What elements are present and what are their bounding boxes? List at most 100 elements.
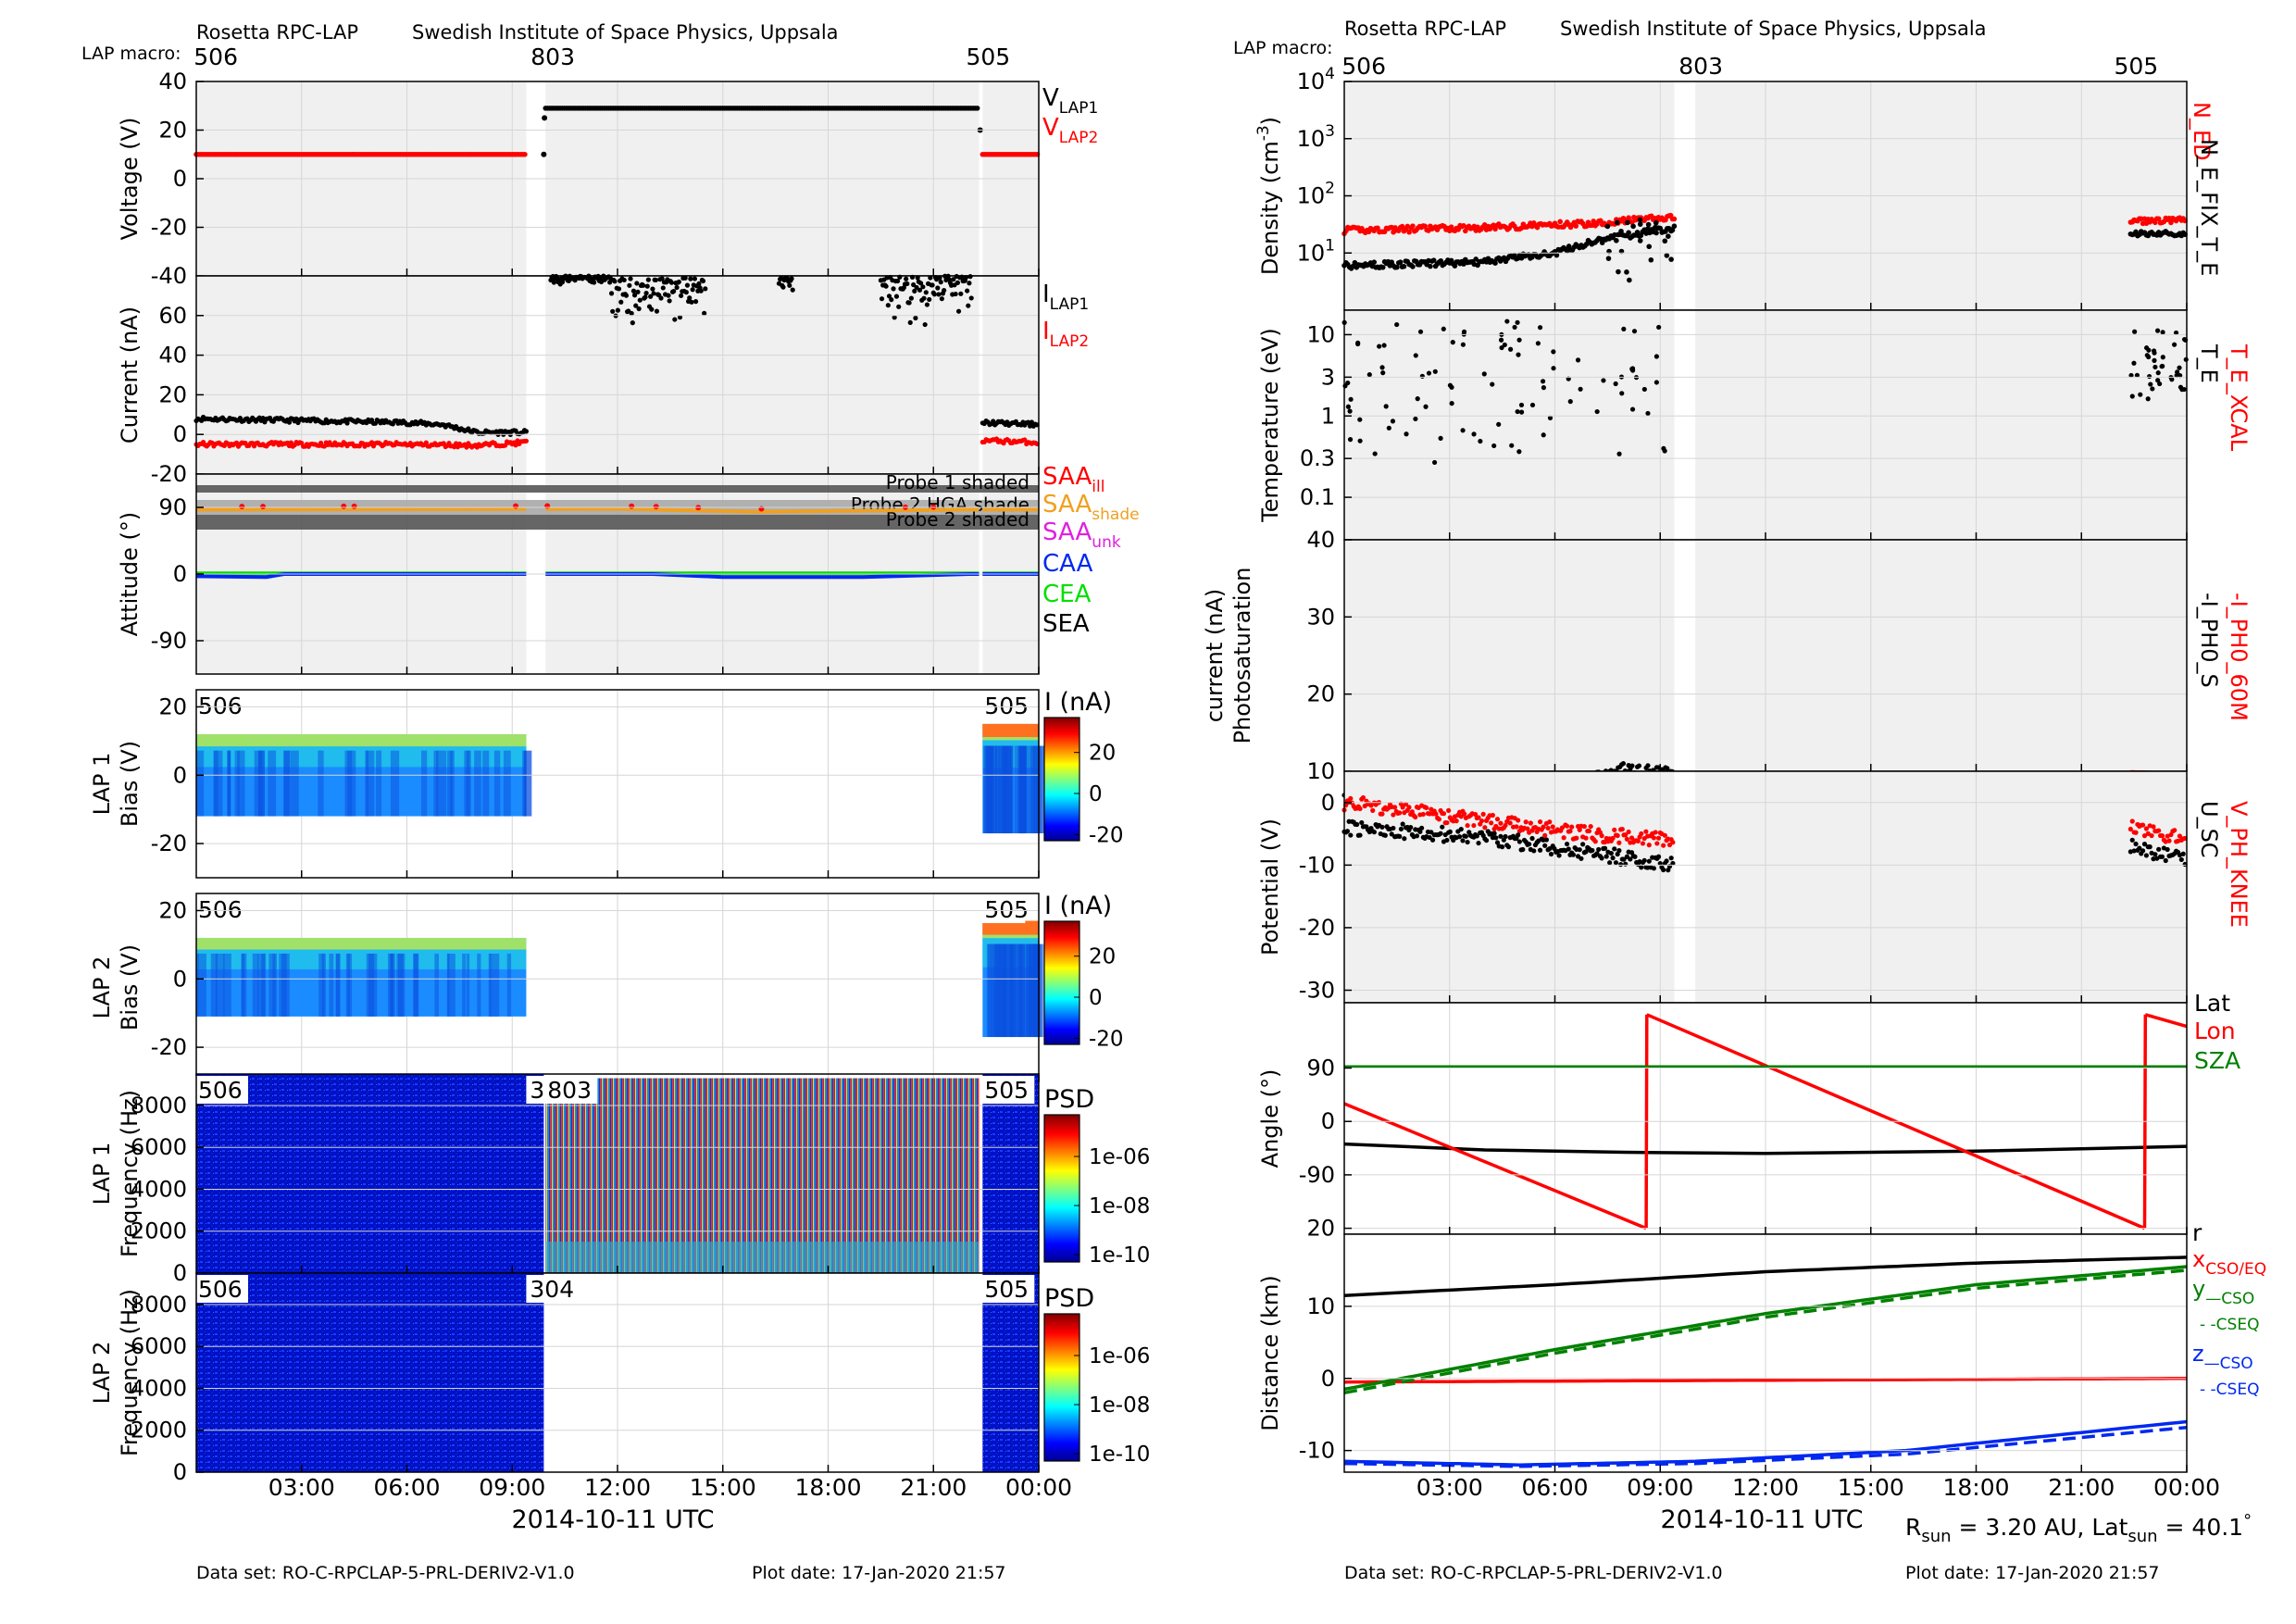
legend-name: SEA: [1042, 610, 1090, 638]
potential-point: [2141, 842, 2148, 847]
heatmap-cell: [223, 953, 231, 1017]
potential-point: [2143, 826, 2149, 831]
potential-point: [1370, 807, 1376, 813]
legend-entry: SAAunk: [1042, 518, 1121, 552]
legend-name: -I_PH0_60M: [2226, 593, 2252, 721]
legend-sub: LAP1: [1050, 295, 1090, 314]
x-tick-label: 09:00: [479, 1474, 545, 1501]
current-point: [659, 276, 665, 281]
heatmap-cell: [335, 953, 341, 1017]
potential-point: [1471, 822, 1477, 829]
legend-entry: N_E_FIX_T_E: [2196, 139, 2222, 276]
temperature-point: [1490, 381, 1495, 387]
temperature-point: [2132, 329, 2138, 334]
potential-point: [1525, 826, 1530, 831]
temperature-point: [1551, 349, 1556, 355]
density-point: [1438, 257, 1444, 264]
current-point: [939, 296, 944, 302]
block-label: 3: [530, 1077, 544, 1104]
legend-entry: VLAP1: [1042, 84, 1098, 118]
potential-point: [1529, 835, 1535, 842]
density-point: [1406, 229, 1412, 235]
legend-entry: T_E_XCAL: [2226, 344, 2252, 452]
potential-point: [1483, 838, 1490, 843]
heatmap-cell: [213, 750, 218, 817]
potential-point: [1397, 810, 1403, 816]
current-point: [643, 294, 648, 300]
density-point: [1375, 225, 1380, 231]
current-point: [633, 303, 639, 308]
potential-point: [1507, 820, 1513, 826]
heatmap-cell: [982, 1273, 1039, 1472]
potential-point: [1479, 818, 1485, 824]
heatmap-cell: [999, 745, 1004, 834]
current-point: [684, 282, 691, 288]
heatmap-cell: [227, 750, 231, 817]
potential-point: [1494, 840, 1501, 845]
potential-point: [2163, 857, 2168, 864]
potential-point: [1392, 805, 1398, 810]
legend-name: T_E_XCAL: [2226, 344, 2252, 452]
potential-point: [1577, 827, 1582, 832]
current-point: [607, 280, 613, 285]
potential-point: [1616, 848, 1622, 854]
x-tick-label: 06:00: [373, 1474, 440, 1501]
y-tick-label: 10: [1306, 321, 1335, 347]
y-tick-label: 0: [1321, 1108, 1335, 1134]
temperature-point: [1481, 371, 1487, 377]
potential-point: [1615, 851, 1620, 857]
macro-label: 803: [530, 44, 575, 70]
data-coverage-bg: [1695, 310, 2187, 540]
potential-point: [1348, 795, 1354, 802]
potential-point: [2156, 828, 2162, 833]
heatmap-cell: [982, 920, 1039, 935]
y-tick-label: 10: [1306, 758, 1335, 784]
current-point: [608, 291, 615, 296]
potential-point: [1617, 862, 1624, 868]
y-tick-label: 20: [158, 693, 187, 719]
legend-name: -I_PH0_S: [2196, 593, 2222, 688]
current-point: [886, 294, 892, 299]
y-tick-label: 104: [1297, 65, 1335, 94]
macro-label: 506: [193, 44, 238, 70]
potential-point: [1429, 837, 1436, 843]
density-point: [1401, 263, 1407, 269]
potential-point: [1498, 820, 1504, 826]
colorbar-title: I (nA): [1044, 688, 1112, 717]
current-point: [672, 317, 678, 322]
potential-point: [2143, 853, 2149, 858]
heatmap-cell: [252, 953, 259, 1017]
shade-band: [196, 515, 1039, 530]
y-tick-label: -30: [1299, 977, 1335, 1003]
potential-point: [1662, 832, 1667, 838]
block-label: 505: [984, 1077, 1029, 1104]
block-label: 506: [198, 896, 243, 923]
current-point: [666, 293, 671, 298]
y-tick-label: 2000: [131, 1418, 187, 1443]
potential-point: [1474, 833, 1479, 839]
potential-point: [1670, 860, 1676, 867]
heatmap-cell: [1037, 745, 1046, 834]
legend-entry: SEA: [1042, 610, 1090, 638]
current-point: [423, 440, 429, 445]
potential-point: [1639, 865, 1644, 870]
temperature-point: [1535, 341, 1541, 346]
tick-base: 10: [1297, 183, 1326, 209]
legend-entry: CAA: [1042, 550, 1093, 578]
potential-point: [1528, 820, 1533, 826]
dataset-left: Data set: RO-C-RPCLAP-5-PRL-DERIV2-V1.0: [196, 1563, 575, 1583]
heatmap-cell: [214, 750, 223, 817]
heatmap-cell: [493, 750, 501, 817]
colorbar: [1043, 1313, 1080, 1462]
temperature-point: [1661, 445, 1666, 451]
y-tick-label: 20: [158, 381, 187, 407]
temperature-point: [2160, 330, 2165, 335]
potential-point: [1498, 833, 1504, 839]
saa-ill-point: [758, 506, 765, 512]
y-tick-label: 6000: [131, 1333, 187, 1359]
y-axis-label-2: current (nA): [1202, 589, 1228, 723]
potential-point: [1666, 868, 1671, 873]
heatmap-cell: [492, 953, 500, 1017]
potential-point: [1463, 833, 1468, 839]
